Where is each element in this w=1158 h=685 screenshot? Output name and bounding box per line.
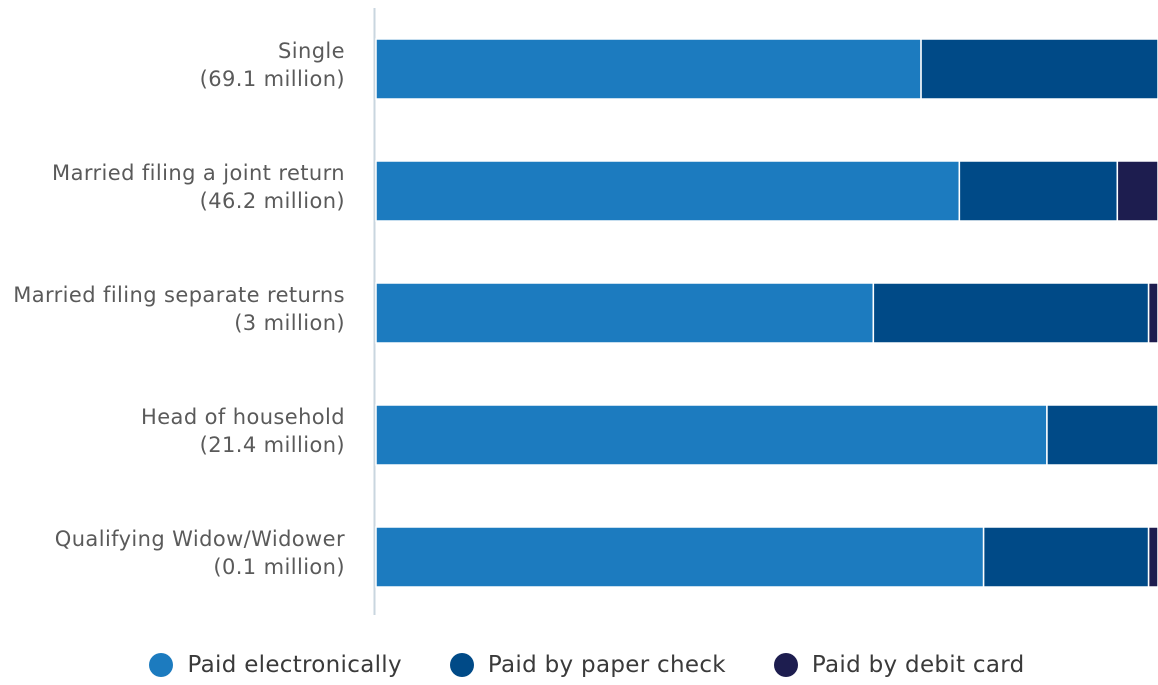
- category-label-married-filing-a-joint-return: Married filing a joint return: [52, 161, 345, 185]
- category-count-qualifying-widow-widower: (0.1 million): [213, 555, 345, 579]
- legend-item-paid-by-debit-card[interactable]: Paid by debit card: [773, 652, 1025, 678]
- bar-married-filing-a-joint-return-paid-by-paper-check[interactable]: [958, 160, 1119, 222]
- category-count-single: (69.1 million): [200, 67, 345, 91]
- stacked-bar-chart: Single (69.1 million) Married filing a joi…: [13, 8, 1158, 615]
- legend-item-paid-electronically[interactable]: Paid electronically: [149, 652, 402, 678]
- bar-head-of-household-paid-by-paper-check[interactable]: [1046, 404, 1158, 466]
- category-label-qualifying-widow-widower: Qualifying Widow/Widower: [55, 527, 345, 551]
- category-count-married-filing-a-joint-return: (46.2 million): [200, 189, 345, 213]
- bar-qualifying-widow-widower-paid-by-debit-card[interactable]: [1147, 526, 1158, 588]
- bar-single-paid-by-paper-check[interactable]: [920, 38, 1158, 100]
- category-count-head-of-household: (21.4 million): [200, 433, 345, 457]
- legend-swatch-paid-by-paper-check: [449, 653, 474, 677]
- bar-qualifying-widow-widower-paid-by-paper-check[interactable]: [982, 526, 1150, 588]
- legend-label-paid-by-debit-card: Paid by debit card: [811, 652, 1025, 678]
- bar-married-filing-separate-returns-paid-electronically[interactable]: [375, 282, 875, 344]
- legend-swatch-paid-by-debit-card: [773, 653, 798, 677]
- bar-married-filing-separate-returns-paid-by-paper-check[interactable]: [872, 282, 1150, 344]
- legend-swatch-paid-electronically: [149, 653, 174, 677]
- category-label-married-filing-separate-returns: Married filing separate returns: [13, 283, 345, 307]
- category-label-single: Single: [278, 39, 345, 63]
- bar-qualifying-widow-widower-paid-electronically[interactable]: [375, 526, 985, 588]
- legend-label-paid-by-paper-check: Paid by paper check: [487, 652, 726, 678]
- bar-married-filing-a-joint-return-paid-by-debit-card[interactable]: [1116, 160, 1158, 222]
- bar-married-filing-separate-returns-paid-by-debit-card[interactable]: [1147, 282, 1158, 344]
- bar-married-filing-a-joint-return-paid-electronically[interactable]: [375, 160, 961, 222]
- bar-head-of-household-paid-electronically[interactable]: [375, 404, 1048, 466]
- bar-single-paid-electronically[interactable]: [375, 38, 922, 100]
- legend: Paid electronically Paid by paper check …: [0, 645, 1158, 685]
- category-label-head-of-household: Head of household: [141, 405, 345, 429]
- category-labels: Single (69.1 million) Married filing a joi…: [13, 39, 345, 579]
- legend-item-paid-by-paper-check[interactable]: Paid by paper check: [449, 652, 726, 678]
- legend-label-paid-electronically: Paid electronically: [187, 652, 402, 678]
- category-count-married-filing-separate-returns: (3 million): [234, 311, 345, 335]
- bars-layer: [375, 38, 1158, 588]
